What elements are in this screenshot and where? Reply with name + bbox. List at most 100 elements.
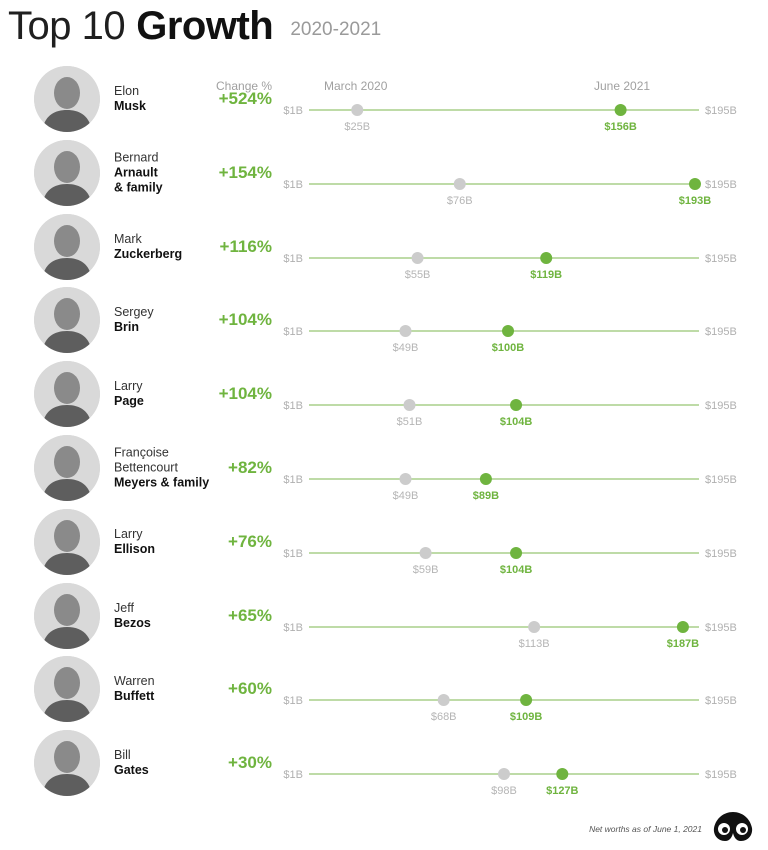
binoculars-logo-icon xyxy=(710,808,756,849)
march-2020-point xyxy=(437,694,450,707)
march-2020-value-label: $25B xyxy=(344,121,370,133)
june-2021-value-label: $127B xyxy=(546,785,578,797)
june-2021-point xyxy=(676,620,689,633)
june-2021-point xyxy=(479,473,492,485)
change-percent: +76% xyxy=(228,531,272,551)
change-percent: +104% xyxy=(218,310,272,330)
person-name: Larry Ellison xyxy=(114,527,155,557)
march-2020-point xyxy=(351,104,364,116)
chart-row: Jeff Bezos +65% $1B $195B $113B $187B xyxy=(0,582,768,657)
chart-row: Sergey Brin +104% $1B $195B $49B $100B xyxy=(0,287,768,361)
change-percent: +154% xyxy=(218,162,272,182)
first-name: Bettencourt xyxy=(114,460,178,475)
page-title: Top 10 Growth 2020-2021 xyxy=(8,2,381,54)
dumbbell-track: $1B $195B $113B $187B xyxy=(283,620,737,650)
march-2020-point xyxy=(419,546,432,559)
last-name: Page xyxy=(114,394,144,409)
march-2020-point xyxy=(399,473,412,485)
axis-min-label: $1B xyxy=(283,253,303,265)
last-name: Zuckerberg xyxy=(114,246,183,261)
person-name: Bill Gates xyxy=(114,748,149,778)
change-percent: +65% xyxy=(228,605,272,625)
first-name: Elon xyxy=(114,84,140,98)
march-2020-value-label: $59B xyxy=(413,564,439,576)
change-percent: +104% xyxy=(218,384,272,404)
last-name: & family xyxy=(114,180,163,195)
march-2020-point xyxy=(403,399,416,412)
first-name: Larry xyxy=(114,379,143,394)
change-percent: +60% xyxy=(228,679,272,699)
june-2021-point xyxy=(520,694,533,707)
chart-row: Warren Buffett +60% $1B $195B $68B $109B xyxy=(0,656,768,730)
last-name: Gates xyxy=(114,763,149,778)
dumbbell-track: $1B $195B $51B $104B xyxy=(283,399,737,428)
title-years: 2020-2021 xyxy=(290,19,382,40)
march-2020-point xyxy=(528,620,541,633)
march-2020-point xyxy=(498,768,510,781)
portrait-icon xyxy=(34,656,100,723)
chart-row: Mark Zuckerberg +116% $1B $195B $55B $119B xyxy=(0,213,768,288)
portrait-icon xyxy=(34,361,100,428)
person-name: Françoise Bettencourt Meyers & family xyxy=(114,446,209,491)
portrait-icon xyxy=(34,213,100,280)
first-name: Bill xyxy=(114,748,131,763)
chart-row: Bernard Arnault & family +154% $1B $195B $76B $… xyxy=(0,139,768,214)
chart-row: Larry Ellison +76% $1B $195B $59B $104B xyxy=(0,508,768,583)
dumbbell-track: $1B $195B $76B $193B xyxy=(283,177,737,207)
march-2020-value-label: $76B xyxy=(447,195,473,207)
first-name: Jeff xyxy=(114,600,134,615)
chart-row: Elon Musk +524% $1B $195B $25B $156B xyxy=(0,66,768,140)
dumbbell-track: $1B $195B $25B $156B xyxy=(283,104,737,133)
last-name: Arnault xyxy=(114,165,158,180)
person-name: Mark Zuckerberg xyxy=(114,232,182,262)
axis-min-label: $1B xyxy=(283,326,303,338)
footnote: Net worths as of June 1, 2021 xyxy=(589,824,702,834)
dumbbell-track: $1B $195B $59B $104B xyxy=(283,546,737,576)
dumbbell-track: $1B $195B $49B $89B xyxy=(283,473,737,502)
june-2021-point xyxy=(556,768,569,781)
start-series-header: March 2020 xyxy=(324,79,388,93)
june-2021-value-label: $156B xyxy=(604,121,636,133)
axis-min-label: $1B xyxy=(283,105,303,117)
last-name: Ellison xyxy=(114,541,155,556)
portrait-icon xyxy=(34,435,100,501)
dumbbell-track: $1B $195B $98B $127B xyxy=(283,768,737,797)
person-name: Warren Buffett xyxy=(114,674,155,704)
axis-min-label: $1B xyxy=(283,400,303,412)
dumbbell-track: $1B $195B $68B $109B xyxy=(283,694,737,723)
axis-max-label: $195B xyxy=(705,695,737,707)
axis-min-label: $1B xyxy=(283,474,303,486)
axis-min-label: $1B xyxy=(283,622,303,634)
person-name: Elon Musk xyxy=(114,84,146,114)
march-2020-point xyxy=(411,251,424,264)
last-name: Bezos xyxy=(114,615,151,630)
person-name: Larry Page xyxy=(114,379,144,409)
march-2020-value-label: $68B xyxy=(431,711,457,723)
axis-max-label: $195B xyxy=(705,769,737,781)
change-percent: +82% xyxy=(228,458,272,477)
first-name: Mark xyxy=(114,231,142,246)
change-percent: +30% xyxy=(228,753,272,773)
change-percent: +524% xyxy=(218,89,272,108)
last-name: Musk xyxy=(114,99,146,113)
march-2020-value-label: $55B xyxy=(405,269,431,281)
axis-max-label: $195B xyxy=(705,105,737,117)
first-name: Warren xyxy=(114,674,155,689)
axis-min-label: $1B xyxy=(283,769,303,781)
portrait-icon xyxy=(34,139,100,206)
change-percent: +116% xyxy=(219,236,272,256)
june-2021-value-label: $104B xyxy=(500,564,532,576)
portrait-icon xyxy=(34,287,100,354)
june-2021-value-label: $193B xyxy=(679,195,711,207)
axis-max-label: $195B xyxy=(705,179,737,191)
chart-row: Françoise Bettencourt Meyers & family +82% $… xyxy=(0,435,768,509)
first-name: Larry xyxy=(114,526,143,541)
portrait-icon xyxy=(34,66,100,132)
first-name: Sergey xyxy=(114,305,154,320)
axis-min-label: $1B xyxy=(283,179,303,191)
june-2021-point xyxy=(688,177,701,190)
axis-max-label: $195B xyxy=(705,253,737,265)
june-2021-value-label: $119B xyxy=(530,269,562,281)
june-2021-value-label: $187B xyxy=(667,638,699,650)
june-2021-point xyxy=(510,399,523,412)
